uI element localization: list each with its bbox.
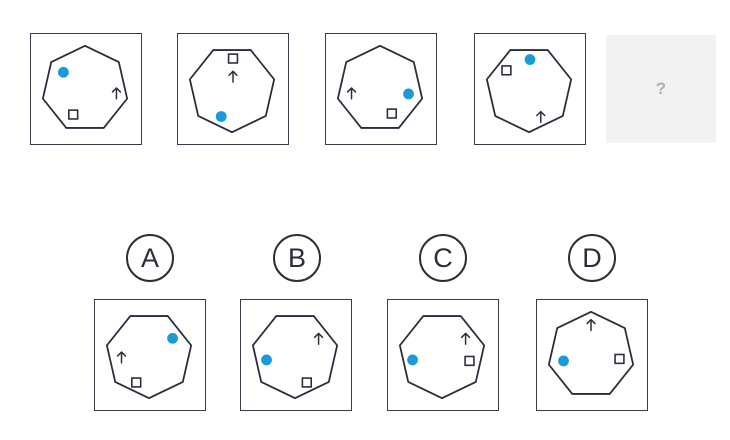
blue-dot bbox=[58, 66, 69, 78]
blue-dot bbox=[407, 354, 418, 366]
blue-dot bbox=[261, 354, 272, 366]
option-d-badge[interactable]: D bbox=[568, 234, 616, 282]
square-marker bbox=[386, 108, 398, 119]
up-arrow-icon bbox=[346, 87, 357, 100]
blue-dot bbox=[215, 111, 227, 122]
heptagon-outline bbox=[399, 315, 486, 400]
heptagon-figure bbox=[486, 49, 573, 134]
option-b-panel[interactable] bbox=[240, 299, 352, 411]
square-marker bbox=[68, 109, 79, 120]
sequence-panel-3 bbox=[325, 33, 437, 145]
sequence-panel-1 bbox=[30, 33, 142, 145]
heptagon-outline bbox=[42, 44, 129, 129]
option-c-badge[interactable]: C bbox=[419, 234, 467, 282]
square-marker bbox=[131, 377, 142, 388]
blue-dot bbox=[167, 332, 178, 344]
heptagon-figure bbox=[252, 315, 339, 400]
blue-dot bbox=[524, 54, 536, 65]
blue-dot bbox=[403, 88, 414, 100]
square-marker bbox=[501, 65, 512, 76]
up-arrow-icon bbox=[586, 318, 596, 332]
blue-dot bbox=[558, 355, 569, 367]
heptagon-figure bbox=[189, 49, 276, 134]
heptagon-figure bbox=[42, 44, 129, 129]
heptagon-outline bbox=[106, 315, 193, 400]
heptagon-outline bbox=[337, 44, 424, 129]
sequence-panel-2 bbox=[177, 33, 289, 145]
heptagon-figure bbox=[548, 310, 635, 395]
heptagon-outline bbox=[548, 310, 635, 395]
heptagon-figure bbox=[399, 315, 486, 400]
option-c-panel[interactable] bbox=[387, 299, 499, 411]
option-d-panel[interactable] bbox=[536, 299, 648, 411]
up-arrow-icon bbox=[111, 87, 122, 100]
option-a-badge[interactable]: A bbox=[126, 234, 174, 282]
missing-figure-placeholder: ? bbox=[606, 35, 716, 143]
option-a-panel[interactable] bbox=[94, 299, 206, 411]
up-arrow-icon bbox=[460, 332, 471, 345]
heptagon-figure bbox=[337, 44, 424, 129]
heptagon-outline bbox=[486, 49, 573, 134]
square-marker bbox=[614, 353, 625, 365]
square-marker bbox=[301, 377, 313, 388]
up-arrow-icon bbox=[228, 70, 238, 83]
option-b-badge[interactable]: B bbox=[273, 234, 321, 282]
square-marker bbox=[227, 53, 239, 64]
heptagon-outline bbox=[252, 315, 339, 400]
sequence-panel-4 bbox=[474, 33, 586, 145]
heptagon-figure bbox=[106, 315, 193, 400]
heptagon-outline bbox=[189, 49, 276, 134]
up-arrow-icon bbox=[116, 351, 127, 364]
square-marker bbox=[464, 355, 475, 367]
up-arrow-icon bbox=[536, 110, 546, 124]
up-arrow-icon bbox=[313, 332, 324, 345]
